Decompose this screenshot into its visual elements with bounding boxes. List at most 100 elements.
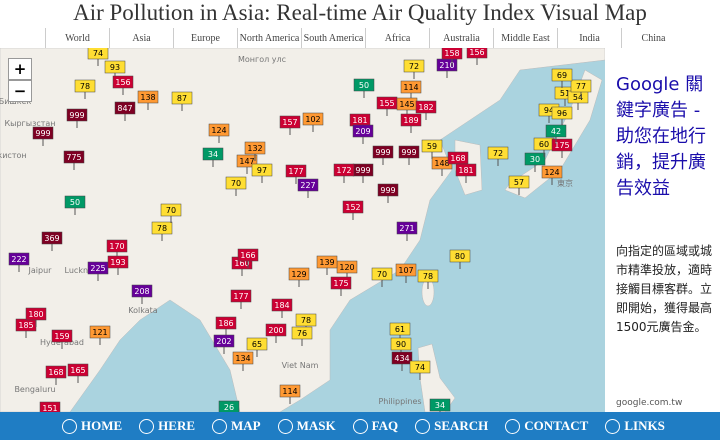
aqi-marker[interactable]: 152 [342,200,364,220]
aqi-marker[interactable]: 159 [51,329,73,349]
aqi-marker[interactable]: 78 [417,269,439,289]
ad-headline[interactable]: Google 關鍵字廣告 - 助您在地行銷，提升廣告效益 [616,74,706,199]
aqi-marker[interactable]: 60 [533,137,555,157]
aqi-marker[interactable]: 78 [74,79,96,99]
aqi-marker[interactable]: 120 [336,260,358,280]
aqi-marker[interactable]: 80 [449,249,471,269]
aqi-marker[interactable]: 26 [218,400,240,412]
aqi-marker[interactable]: 72 [403,59,425,79]
nav-tab[interactable]: Middle East [493,28,557,48]
aqi-marker[interactable]: 168 [45,365,67,385]
aqi-marker[interactable]: 209 [352,124,374,144]
aqi-marker[interactable]: 208 [131,284,153,304]
aqi-marker[interactable]: 177 [285,164,307,184]
aqi-marker[interactable]: 200 [265,323,287,343]
aqi-marker[interactable]: 186 [215,316,237,336]
aqi-marker[interactable]: 114 [279,384,301,404]
aqi-marker[interactable]: 42 [545,124,567,144]
aqi-marker[interactable]: 999 [372,145,394,165]
aqi-marker[interactable]: 222 [8,252,30,272]
aqi-marker[interactable]: 156 [466,48,488,65]
aqi-marker[interactable]: 74 [87,48,109,66]
aqi-marker[interactable]: 847 [114,101,136,121]
toolbar-button[interactable]: MASK [277,418,336,434]
aqi-marker[interactable]: 225 [87,261,109,281]
toolbar-button[interactable]: MAP [212,418,261,434]
aqi-marker[interactable]: 227 [297,178,319,198]
nav-tab[interactable]: India [557,28,621,48]
aqi-marker[interactable]: 97 [251,163,273,183]
aqi-marker[interactable]: 57 [508,175,530,195]
nav-tab[interactable]: North America [237,28,301,48]
aqi-marker[interactable]: 124 [541,165,563,185]
aqi-marker[interactable]: 189 [400,113,422,133]
aqi-marker[interactable]: 78 [151,221,173,241]
aqi-marker[interactable]: 999 [32,126,54,146]
aqi-marker[interactable]: 70 [225,176,247,196]
aqi-marker[interactable]: 72 [487,146,509,166]
aqi-marker[interactable]: 999 [66,108,88,128]
nav-tab[interactable]: Asia [109,28,173,48]
toolbar-button[interactable]: FAQ [352,418,398,434]
aqi-marker[interactable]: 184 [271,298,293,318]
aqi-marker[interactable]: 369 [41,231,63,251]
aqi-marker[interactable]: 181 [455,163,477,183]
nav-tab[interactable]: World [45,28,109,48]
aqi-marker[interactable]: 50 [353,78,375,98]
aqi-marker[interactable]: 65 [246,337,268,357]
aqi-marker[interactable]: 96 [551,106,573,126]
aqi-marker[interactable]: 70 [160,203,182,223]
aqi-marker[interactable]: 121 [89,325,111,345]
aqi-marker[interactable]: 138 [137,90,159,110]
toolbar-button[interactable]: HOME [62,418,122,434]
aqi-marker[interactable]: 34 [429,398,451,412]
aqi-marker[interactable]: 70 [371,267,393,287]
toolbar-button[interactable]: HERE [139,418,195,434]
aqi-marker[interactable]: 129 [288,267,310,287]
nav-tab[interactable]: South America [301,28,365,48]
aqi-marker[interactable]: 34 [202,147,224,167]
toolbar-button[interactable]: SEARCH [415,418,488,434]
aqi-marker[interactable]: 157 [279,115,301,135]
aqi-marker[interactable]: 172 [333,163,355,183]
aqi-marker[interactable]: 134 [232,351,254,371]
aqi-marker[interactable]: 155 [376,96,398,116]
aqi-marker[interactable]: 50 [64,195,86,215]
aqi-marker[interactable]: 271 [396,221,418,241]
aqi-marker[interactable]: 175 [551,138,573,158]
aqi-marker[interactable]: 69 [551,68,573,88]
aqi-marker[interactable]: 165 [67,363,89,383]
aqi-marker[interactable]: 59 [421,139,443,159]
aqi-marker[interactable]: 156 [112,75,134,95]
aqi-marker[interactable]: 87 [171,91,193,111]
nav-tab[interactable]: Africa [365,28,429,48]
aqi-marker[interactable]: 158 [441,48,463,66]
aqi-marker[interactable]: 77 [570,79,592,99]
aqi-marker[interactable]: 102 [302,112,324,132]
aqi-marker[interactable]: 999 [377,183,399,203]
toolbar-button[interactable]: CONTACT [505,418,588,434]
zoom-out[interactable]: − [8,80,32,102]
nav-tab[interactable]: Europe [173,28,237,48]
aqi-marker[interactable]: 124 [208,123,230,143]
aqi-marker[interactable]: 139 [316,255,338,275]
aqi-marker[interactable]: 193 [107,255,129,275]
aqi-marker[interactable]: 76 [291,326,313,346]
aqi-marker[interactable]: 151 [39,401,61,412]
aqi-marker[interactable]: 202 [213,334,235,354]
aqi-marker[interactable]: 148 [431,156,453,176]
aqi-marker[interactable]: 74 [409,360,431,380]
aqi-marker[interactable]: 434 [391,351,413,371]
aqi-marker[interactable]: 177 [230,289,252,309]
nav-tab[interactable]: China [621,28,685,48]
zoom-in[interactable]: + [8,58,32,80]
toolbar-button[interactable]: LINKS [605,418,665,434]
aqi-marker[interactable]: 30 [524,152,546,172]
aqi-marker[interactable]: 107 [395,263,417,283]
aqi-marker[interactable]: 166 [237,248,259,268]
aqi-marker[interactable]: 180 [25,307,47,327]
aqi-marker[interactable]: 182 [415,100,437,120]
aqi-marker[interactable]: 775 [63,150,85,170]
aqi-marker[interactable]: 999 [398,145,420,165]
aqi-marker[interactable]: 114 [400,80,422,100]
